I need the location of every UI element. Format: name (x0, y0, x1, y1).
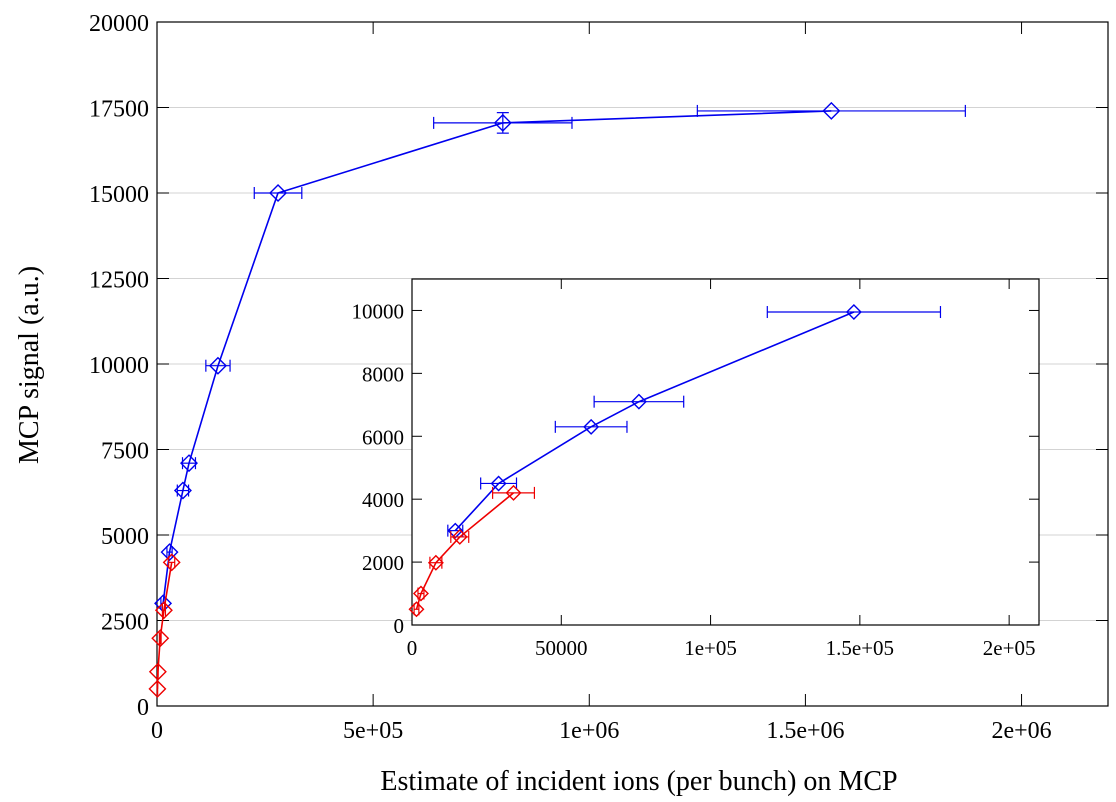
main-y-tick-label: 20000 (89, 11, 149, 37)
main-data-point (269, 184, 288, 202)
main-x-tick-label: 1e+06 (559, 718, 619, 744)
main-y-tick-label: 7500 (101, 439, 149, 465)
main-y-tick-label: 17500 (89, 97, 149, 123)
inset-x-tick-label: 1.5e+05 (826, 636, 894, 660)
inset-x-tick-label: 0 (407, 636, 418, 660)
y-axis-title: MCP signal (a.u.) (14, 266, 45, 464)
main-data-point (148, 662, 167, 681)
main-data-point (148, 679, 167, 698)
main-data-point (151, 629, 170, 648)
inset-data-point (505, 484, 522, 501)
inset-y-tick-label: 8000 (362, 362, 404, 386)
inset-data-point (427, 554, 444, 571)
main-y-tick-label: 0 (137, 695, 149, 721)
inset-x-tick-label: 1e+05 (684, 636, 737, 660)
main-y-tick-label: 12500 (89, 268, 149, 294)
main-y-tick-label: 2500 (101, 610, 149, 636)
main-y-tick-label: 15000 (89, 182, 149, 208)
inset-frame (411, 278, 1040, 626)
main-x-tick-label: 1.5e+06 (766, 718, 844, 744)
inset-y-tick-label: 10000 (352, 299, 405, 323)
main-data-point (154, 601, 173, 620)
main-series-line (162, 110, 832, 604)
inset-data-point (412, 585, 429, 602)
inset-data-point (451, 528, 468, 545)
main-data-point (173, 481, 192, 500)
main-data-point (162, 553, 181, 572)
inset-data-point (630, 393, 647, 410)
main-y-tick-label: 5000 (101, 524, 149, 550)
main-data-point (160, 543, 179, 562)
inset-x-tick-label: 2e+05 (983, 636, 1036, 660)
inset-data-point (490, 475, 507, 492)
main-x-tick-label: 2e+06 (991, 718, 1051, 744)
main-x-tick-label: 0 (151, 718, 163, 744)
inset-x-tick-label: 50000 (535, 636, 588, 660)
inset-data-point (408, 601, 425, 618)
inset-y-tick-label: 4000 (362, 488, 404, 512)
inset-y-tick-label: 0 (394, 614, 405, 638)
x-axis-title: Estimate of incident ions (per bunch) on… (380, 766, 897, 797)
inset-y-tick-label: 6000 (362, 425, 404, 449)
main-data-point (179, 454, 198, 473)
main-data-point (822, 101, 841, 120)
main-y-tick-label: 10000 (89, 353, 149, 379)
inset-plot-area (412, 279, 1039, 625)
main-data-point (208, 356, 227, 375)
main-data-point (493, 113, 512, 132)
inset-data-point (447, 522, 464, 539)
inset-data-point (583, 418, 600, 435)
inset-chart: 0 2000 4000 6000 8000 10000 0 50000 1e+05 1.5e+05… (352, 278, 1040, 660)
inset-y-tick-label: 2000 (362, 551, 404, 575)
inset-data-point (845, 304, 862, 321)
main-x-tick-label: 5e+05 (343, 718, 403, 744)
